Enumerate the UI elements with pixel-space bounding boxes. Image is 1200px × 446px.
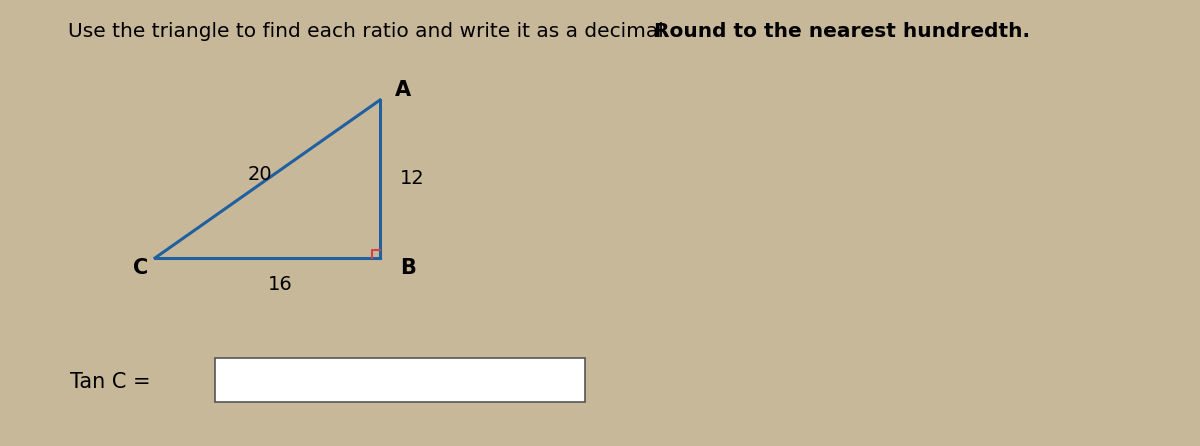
- Text: B: B: [400, 258, 416, 278]
- Text: A: A: [395, 80, 412, 100]
- Text: C: C: [133, 258, 149, 278]
- Text: Use the triangle to find each ratio and write it as a decimal.: Use the triangle to find each ratio and …: [68, 22, 670, 41]
- Text: 16: 16: [268, 274, 293, 293]
- Bar: [215, 358, 586, 402]
- Text: Round to the nearest hundredth.: Round to the nearest hundredth.: [640, 22, 1030, 41]
- Text: 20: 20: [248, 165, 272, 185]
- Text: 12: 12: [400, 169, 425, 187]
- Text: Tan C =: Tan C =: [70, 372, 151, 392]
